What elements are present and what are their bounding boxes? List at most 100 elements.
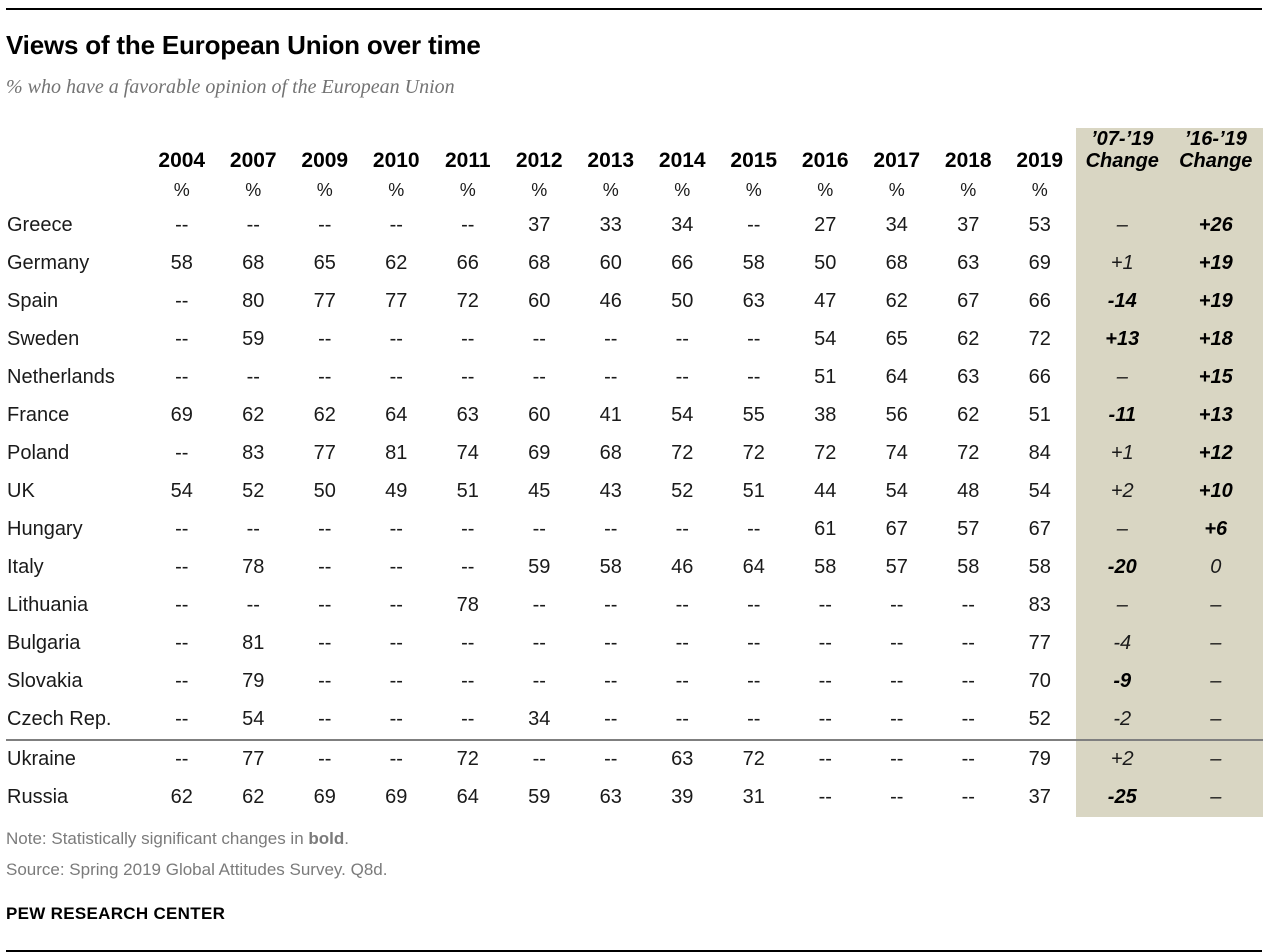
value-cell: --: [175, 442, 189, 465]
value-cell: --: [604, 708, 618, 731]
table-row: Ukraine -- 77 -- -- 72 -- -- 63 72 -- -- -- 79 +2–: [6, 738, 1263, 779]
country-label: Czech Rep.: [7, 708, 112, 731]
value-cell: 60: [528, 404, 551, 427]
percent-corner-cell: [6, 175, 146, 207]
value-cell: --: [818, 670, 832, 693]
value-cell: --: [461, 708, 475, 731]
value-cell: --: [175, 708, 189, 731]
year-header-row: 2004 2007 2009 2010 2011 2012 2013 2014 2015 2016…: [6, 127, 1263, 175]
value-cell: 58: [814, 556, 837, 579]
value-cell: --: [747, 518, 761, 541]
value-cell: --: [389, 632, 403, 655]
value-cell: 72: [432, 738, 504, 779]
value-cell: 54: [1028, 480, 1051, 503]
value-cell: --: [246, 366, 260, 389]
value-cell: 54: [170, 480, 193, 503]
value-cell: 68: [242, 252, 265, 275]
value-cell: --: [246, 518, 260, 541]
value-cell: 72: [671, 442, 694, 465]
table-row: Germany 58 68 65 62 66 68 60 66 58 50 68 63 69 +1 +19: [6, 244, 1263, 283]
value-cell: --: [318, 556, 332, 579]
value-cell: 59: [242, 328, 265, 351]
value-cell: --: [503, 738, 575, 779]
value-cell: 58: [599, 556, 622, 579]
change-07-19-cell: -25: [1075, 778, 1169, 817]
country-label: Slovakia: [7, 670, 83, 693]
value-cell: --: [389, 556, 403, 579]
value-cell: 63: [456, 404, 479, 427]
table-row: Slovakia -- 79 -- -- -- -- -- -- -- -- -- -- 70 -9–: [6, 662, 1263, 701]
value-cell: 80: [242, 290, 265, 313]
change-16-19-cell: –: [1169, 700, 1263, 740]
value-cell: 77: [313, 442, 336, 465]
change-header-word: Change: [1085, 150, 1159, 173]
country-label: Italy: [7, 556, 44, 579]
change-07-19-blank: [1075, 174, 1169, 207]
header-corner-cell: [6, 128, 146, 175]
value-cell: 58: [170, 252, 193, 275]
value-cell: --: [360, 738, 432, 779]
value-cell: 53: [1028, 214, 1051, 237]
value-cell: 56: [885, 404, 908, 427]
value-cell: --: [318, 708, 332, 731]
value-cell: --: [389, 518, 403, 541]
value-cell: 72: [742, 442, 765, 465]
country-label: Bulgaria: [7, 632, 81, 655]
value-cell: 31: [742, 786, 765, 809]
value-cell: 50: [814, 252, 837, 275]
table-row: UK 54 52 50 49 51 45 43 52 51 44 54 48 54 +2 +10: [6, 472, 1263, 511]
value-cell: 52: [1028, 708, 1051, 731]
value-cell: --: [461, 632, 475, 655]
value-cell: --: [461, 556, 475, 579]
value-cell: 47: [814, 290, 837, 313]
year-header: 2010: [372, 148, 420, 172]
change-07-19-cell: -9: [1075, 662, 1169, 701]
change-16-19-cell: +19: [1169, 244, 1263, 283]
change-16-19-blank: [1169, 174, 1263, 207]
value-cell: --: [675, 518, 689, 541]
country-label: Netherlands: [7, 366, 115, 389]
value-cell: --: [747, 670, 761, 693]
value-cell: --: [747, 214, 761, 237]
value-cell: --: [175, 594, 189, 617]
change-header-range: ’07-’19: [1091, 127, 1154, 150]
value-cell: --: [675, 366, 689, 389]
value-cell: --: [532, 328, 546, 351]
year-header: 2014: [658, 148, 706, 172]
value-cell: --: [389, 366, 403, 389]
value-cell: --: [318, 594, 332, 617]
year-header: 2007: [229, 148, 277, 172]
value-cell: --: [961, 786, 975, 809]
value-cell: 46: [599, 290, 622, 313]
value-cell: 65: [885, 328, 908, 351]
value-cell: --: [461, 366, 475, 389]
value-cell: 52: [242, 480, 265, 503]
value-cell: 38: [814, 404, 837, 427]
value-cell: 54: [242, 708, 265, 731]
value-cell: 81: [385, 442, 408, 465]
value-cell: --: [932, 738, 1004, 779]
value-cell: --: [318, 366, 332, 389]
note-text: Note: Statistically significant changes …: [6, 828, 309, 848]
value-cell: 67: [957, 290, 980, 313]
change-header-range: ’16-’19: [1184, 127, 1247, 150]
value-cell: 51: [814, 366, 837, 389]
percent-symbol: %: [888, 180, 905, 201]
change-07-19-cell: +2: [1075, 738, 1169, 779]
percent-symbol: %: [960, 180, 977, 201]
value-cell: 77: [217, 738, 289, 779]
value-cell: --: [318, 214, 332, 237]
value-cell: 62: [957, 404, 980, 427]
value-cell: 69: [1028, 252, 1051, 275]
value-cell: --: [818, 786, 832, 809]
value-cell: --: [575, 738, 647, 779]
value-cell: --: [318, 328, 332, 351]
value-cell: 51: [456, 480, 479, 503]
value-cell: --: [246, 594, 260, 617]
value-cell: --: [146, 738, 218, 779]
value-cell: 60: [528, 290, 551, 313]
change-16-19-cell: –: [1169, 624, 1263, 663]
year-header: 2011: [444, 148, 491, 172]
change-16-19-cell: –: [1169, 738, 1263, 779]
year-header: 2015: [730, 148, 778, 172]
